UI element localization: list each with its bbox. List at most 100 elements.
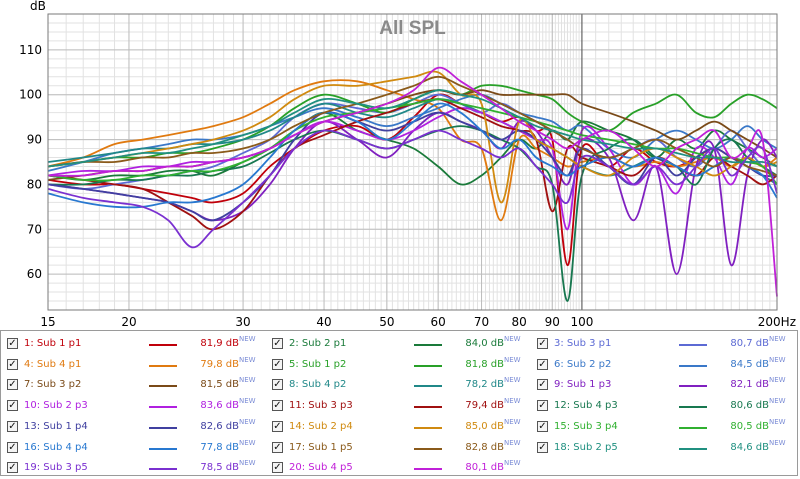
series-line-20 [47, 66, 778, 297]
legend-item[interactable]: ✓ 14: Sub 2 p4 85,0 dB NEW [266, 418, 531, 438]
legend-checkbox[interactable]: ✓ [272, 358, 283, 370]
legend-checkbox[interactable]: ✓ [537, 358, 548, 370]
legend-item[interactable]: ✓ 13: Sub 1 p4 82,6 dB NEW [1, 418, 266, 438]
y-tick-label: 60 [27, 267, 42, 281]
y-tick-label: 70 [27, 222, 42, 236]
legend-checkbox[interactable]: ✓ [7, 420, 18, 432]
x-tick-label: 15 [40, 315, 55, 329]
legend-value: 84,0 dB [465, 338, 504, 349]
legend-value: 81,9 dB [200, 338, 239, 349]
legend-new-badge: NEW [239, 376, 256, 385]
legend-label: 20: Sub 4 p5 [289, 462, 353, 474]
series-line-18 [47, 89, 778, 168]
legend-value: 80,7 dB [730, 338, 769, 349]
legend-new-badge: NEW [504, 417, 521, 426]
legend-swatch [679, 447, 707, 450]
legend-value: 82,8 dB [465, 441, 504, 453]
legend-label: 15: Sub 3 p4 [554, 420, 618, 432]
legend-label: 13: Sub 1 p4 [24, 420, 88, 432]
legend-label: 2: Sub 2 p1 [289, 338, 347, 349]
legend-label: 12: Sub 4 p3 [554, 400, 618, 412]
legend-swatch [149, 447, 177, 450]
legend-item[interactable]: ✓ 6: Sub 2 p2 84,5 dB NEW [531, 356, 796, 376]
legend-new-badge: NEW [239, 397, 256, 406]
legend-checkbox[interactable]: ✓ [7, 379, 18, 391]
x-tick-label: 40 [316, 315, 331, 329]
legend-checkbox[interactable]: ✓ [7, 400, 18, 412]
legend-label: 14: Sub 2 p4 [289, 420, 353, 432]
y-axis-unit-label: dB [30, 0, 46, 13]
legend-swatch [414, 364, 442, 367]
legend-item[interactable]: ✓ 5: Sub 1 p2 81,8 dB NEW [266, 356, 531, 376]
y-tick-label: 90 [27, 133, 42, 147]
legend-new-badge: NEW [504, 355, 521, 364]
legend-label: 17: Sub 1 p5 [289, 441, 353, 453]
legend-label: 7: Sub 3 p2 [24, 379, 82, 391]
legend-item[interactable]: ✓ 4: Sub 4 p1 79,8 dB NEW [1, 356, 266, 376]
legend-item[interactable]: ✓ 7: Sub 3 p2 81,5 dB NEW [1, 376, 266, 396]
legend-item[interactable]: ✓ 9: Sub 1 p3 82,1 dB NEW [531, 376, 796, 396]
legend-checkbox[interactable]: ✓ [537, 379, 548, 391]
legend-checkbox[interactable]: ✓ [537, 338, 548, 349]
legend-item[interactable]: ✓ 11: Sub 3 p3 79,4 dB NEW [266, 397, 531, 417]
legend-checkbox[interactable]: ✓ [537, 420, 548, 432]
legend-checkbox[interactable]: ✓ [7, 358, 18, 370]
legend-swatch [414, 468, 442, 471]
y-tick-label: 80 [27, 177, 42, 191]
legend-checkbox[interactable]: ✓ [272, 420, 283, 432]
x-tick-label: 70 [474, 315, 489, 329]
legend-checkbox[interactable]: ✓ [272, 400, 283, 412]
legend-value: 80,6 dB [730, 400, 769, 412]
legend-checkbox[interactable]: ✓ [272, 338, 283, 349]
legend-swatch [679, 385, 707, 388]
legend-new-badge: NEW [504, 376, 521, 385]
series-line-14 [47, 70, 778, 204]
legend-value: 82,1 dB [730, 379, 769, 391]
legend-item[interactable]: ✓ 12: Sub 4 p3 80,6 dB NEW [531, 397, 796, 417]
legend-value: 80,5 dB [730, 420, 769, 432]
legend-new-badge: NEW [769, 417, 786, 426]
legend-checkbox[interactable]: ✓ [537, 400, 548, 412]
legend-label: 4: Sub 4 p1 [24, 358, 82, 370]
legend-item[interactable]: ✓ 10: Sub 2 p3 83,6 dB NEW [1, 397, 266, 417]
legend-new-badge: NEW [769, 376, 786, 385]
y-tick-label: 100 [19, 88, 42, 102]
legend-checkbox[interactable]: ✓ [272, 441, 283, 453]
legend-item[interactable]: ✓ 2: Sub 2 p1 84,0 dB NEW [266, 335, 531, 355]
series-layer [47, 14, 778, 310]
legend-swatch [679, 344, 707, 346]
legend-checkbox[interactable]: ✓ [7, 462, 18, 474]
legend-new-badge: NEW [769, 397, 786, 406]
spl-chart: 60 70 80 90 100 110 15 20 30 40 50 60 70 80 90 100 200Hz… [19, 0, 796, 329]
x-tick-label: 100 [570, 315, 593, 329]
legend-item[interactable]: ✓ 18: Sub 2 p5 84,6 dB NEW [531, 439, 796, 459]
legend-swatch [414, 385, 442, 388]
legend-checkbox[interactable]: ✓ [7, 441, 18, 453]
legend-item[interactable]: ✓ 20: Sub 4 p5 80,1 dB NEW [266, 459, 531, 479]
legend-checkbox[interactable]: ✓ [537, 441, 548, 453]
legend-value: 78,5 dB [200, 462, 239, 474]
y-tick-label: 110 [19, 43, 42, 57]
legend-item[interactable]: ✓ 17: Sub 1 p5 82,8 dB NEW [266, 439, 531, 459]
legend-new-badge: NEW [504, 335, 521, 343]
legend-checkbox[interactable]: ✓ [7, 338, 18, 349]
x-tick-label: 30 [235, 315, 250, 329]
legend-item[interactable]: ✓ 8: Sub 4 p2 78,2 dB NEW [266, 376, 531, 396]
legend-item[interactable]: ✓ 1: Sub 1 p1 81,9 dB NEW [1, 335, 266, 355]
legend-value: 77,8 dB [200, 441, 239, 453]
legend-label: 16: Sub 4 p4 [24, 441, 88, 453]
legend-item[interactable]: ✓ 15: Sub 3 p4 80,5 dB NEW [531, 418, 796, 438]
legend-swatch [679, 364, 707, 367]
x-tick-label: 200Hz [758, 315, 796, 329]
legend-swatch [149, 344, 177, 346]
legend-item[interactable]: ✓ 16: Sub 4 p4 77,8 dB NEW [1, 439, 266, 459]
legend-item[interactable]: ✓ 3: Sub 3 p1 80,7 dB NEW [531, 335, 796, 355]
legend-swatch [679, 426, 707, 429]
legend-swatch [149, 406, 177, 409]
legend-item[interactable]: ✓ 19: Sub 3 p5 78,5 dB NEW [1, 459, 266, 479]
legend-swatch [149, 364, 177, 367]
legend-value: 79,8 dB [200, 358, 239, 370]
legend-checkbox[interactable]: ✓ [272, 379, 283, 391]
x-tick-label: 90 [545, 315, 560, 329]
legend-checkbox[interactable]: ✓ [272, 462, 283, 474]
